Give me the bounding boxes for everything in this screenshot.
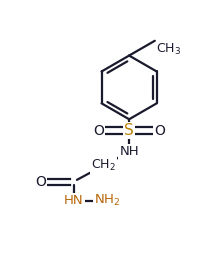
Text: O: O — [35, 175, 46, 189]
Text: NH: NH — [119, 145, 139, 158]
Text: CH$_2$: CH$_2$ — [91, 158, 116, 173]
Text: O: O — [154, 124, 165, 137]
Text: HN: HN — [64, 194, 84, 207]
Text: NH$_2$: NH$_2$ — [94, 193, 121, 208]
Text: O: O — [93, 124, 104, 137]
Text: CH$_3$: CH$_3$ — [156, 42, 181, 57]
Text: S: S — [124, 123, 134, 138]
